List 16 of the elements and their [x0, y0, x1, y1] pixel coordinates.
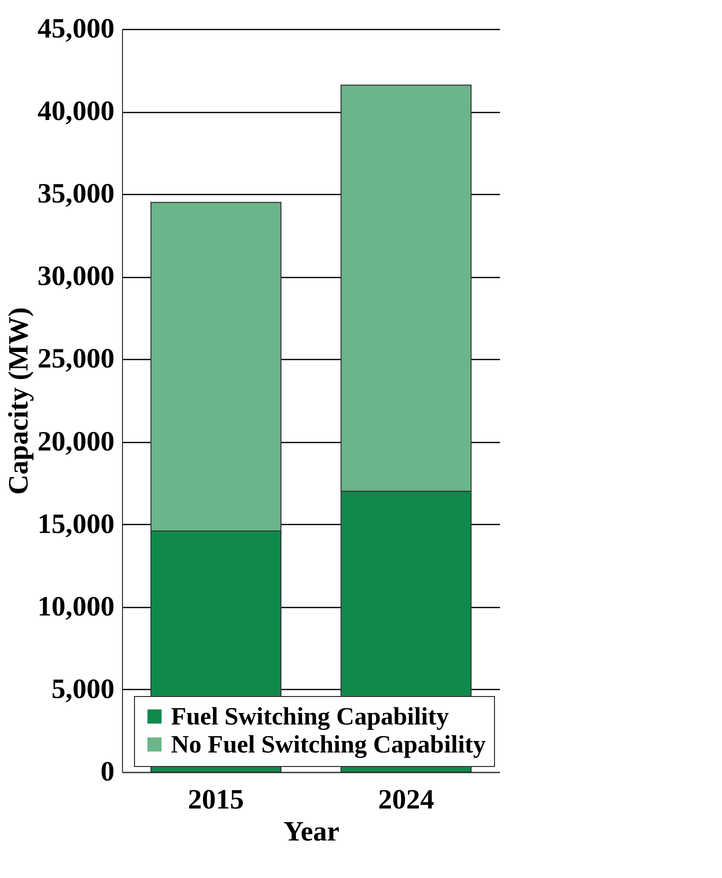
y-tick-label: 5,000 [52, 674, 114, 705]
x-tick-label: 2024 [378, 784, 434, 816]
legend-label: Fuel Switching Capability [171, 704, 450, 730]
y-tick-label: 30,000 [38, 261, 114, 292]
x-axis-title: Year [284, 816, 340, 848]
y-tick-label: 45,000 [38, 14, 114, 44]
y-tick-label: 20,000 [38, 426, 114, 458]
y-tick-label: 25,000 [38, 344, 114, 375]
y-tick-label: 15,000 [38, 508, 114, 540]
y-tick-label: 0 [100, 756, 114, 788]
y-tick-label: 35,000 [38, 178, 114, 210]
y-tick-label: 40,000 [38, 96, 114, 128]
x-tick-label: 2015 [188, 784, 244, 816]
y-axis-title: Capacity (MW) [4, 307, 34, 495]
legend-label: No Fuel Switching Capability [171, 732, 486, 758]
y-tick-label: 10,000 [38, 591, 114, 622]
